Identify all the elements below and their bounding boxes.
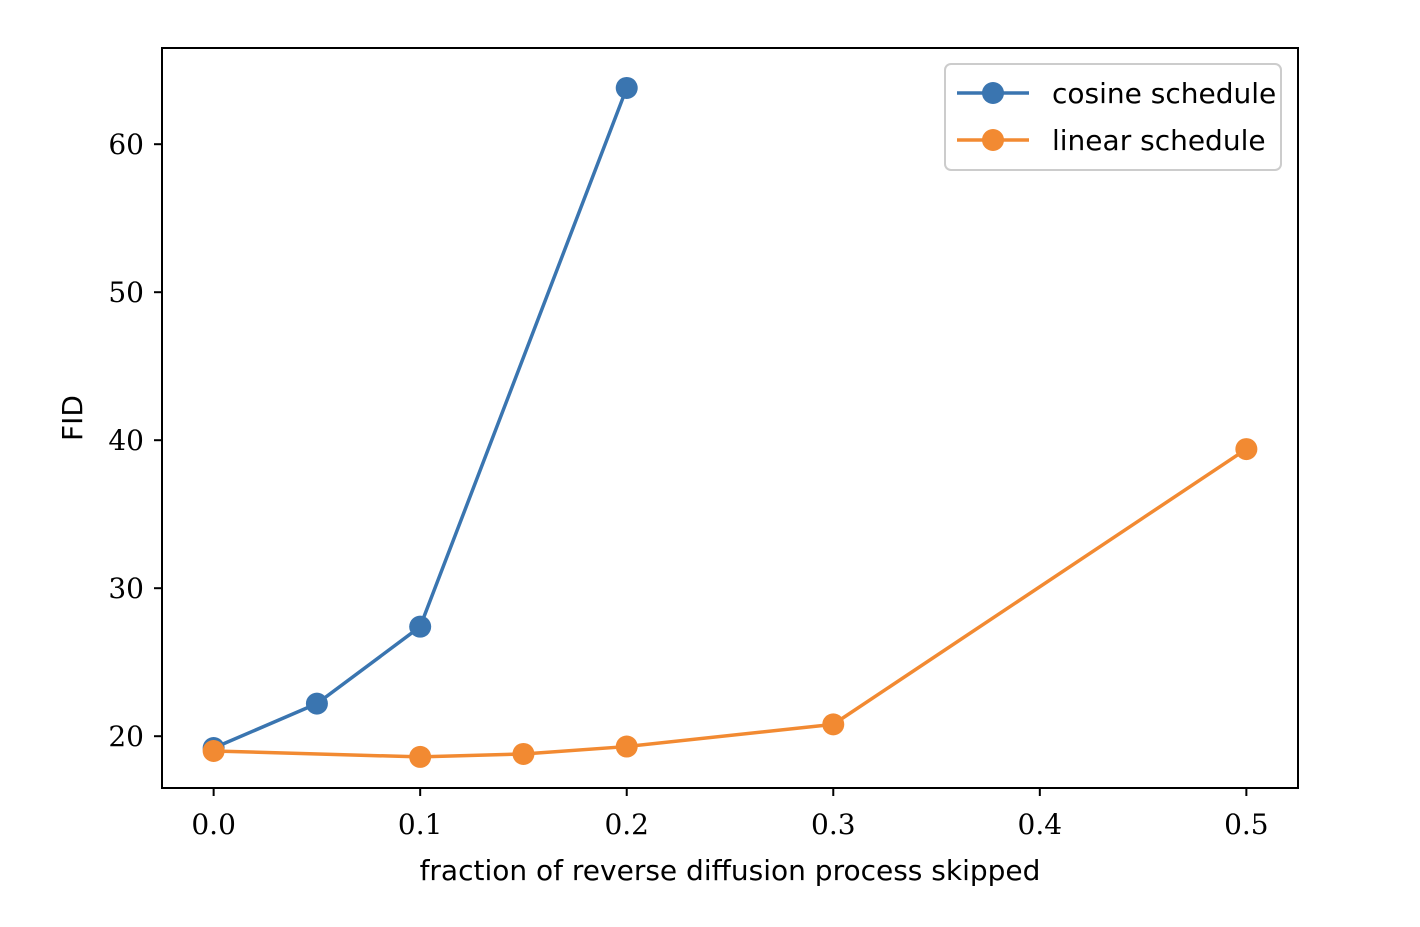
legend-label-linear: linear schedule [1052,124,1266,157]
linear-schedule-point [202,740,225,762]
y-tick-label: 30 [108,572,144,605]
y-tick-label: 50 [108,276,144,309]
x-axis-label: fraction of reverse diffusion process sk… [420,854,1041,887]
x-tick-label: 0.4 [1018,808,1063,841]
x-tick-label: 0.3 [811,808,856,841]
linear-schedule-line [213,447,1248,759]
x-tick-label: 0.2 [604,808,649,841]
legend-label-cosine: cosine schedule [1052,77,1276,110]
legend-marker-linear [982,129,1004,151]
linear-schedule-point [615,735,638,758]
cosine-schedule-point [409,615,432,638]
x-tick-label: 0.5 [1224,808,1269,841]
ticks-layer: 0.0 0.1 0.2 0.3 0.4 0.5 20 30 40 50 60 [108,128,1268,841]
x-tick-label: 0.1 [398,808,443,841]
legend: cosine schedule linear schedule [944,63,1282,171]
y-axis-label: FID [56,395,89,441]
linear-schedule-point [822,713,845,736]
legend-box [944,63,1282,171]
series-layer [202,76,1258,768]
plot-frame [161,47,1299,789]
legend-marker-cosine [982,82,1004,104]
x-tick-label: 0.0 [191,808,236,841]
cosine-schedule-point [615,76,638,99]
y-tick-label: 60 [108,128,144,161]
cosine-schedule-line [212,87,629,750]
linear-schedule-point [1235,438,1258,461]
linear-schedule-point [512,742,535,765]
cosine-schedule-point [305,692,328,715]
linear-schedule-point [409,745,432,768]
y-tick-label: 40 [108,424,144,457]
y-tick-label: 20 [108,720,144,753]
